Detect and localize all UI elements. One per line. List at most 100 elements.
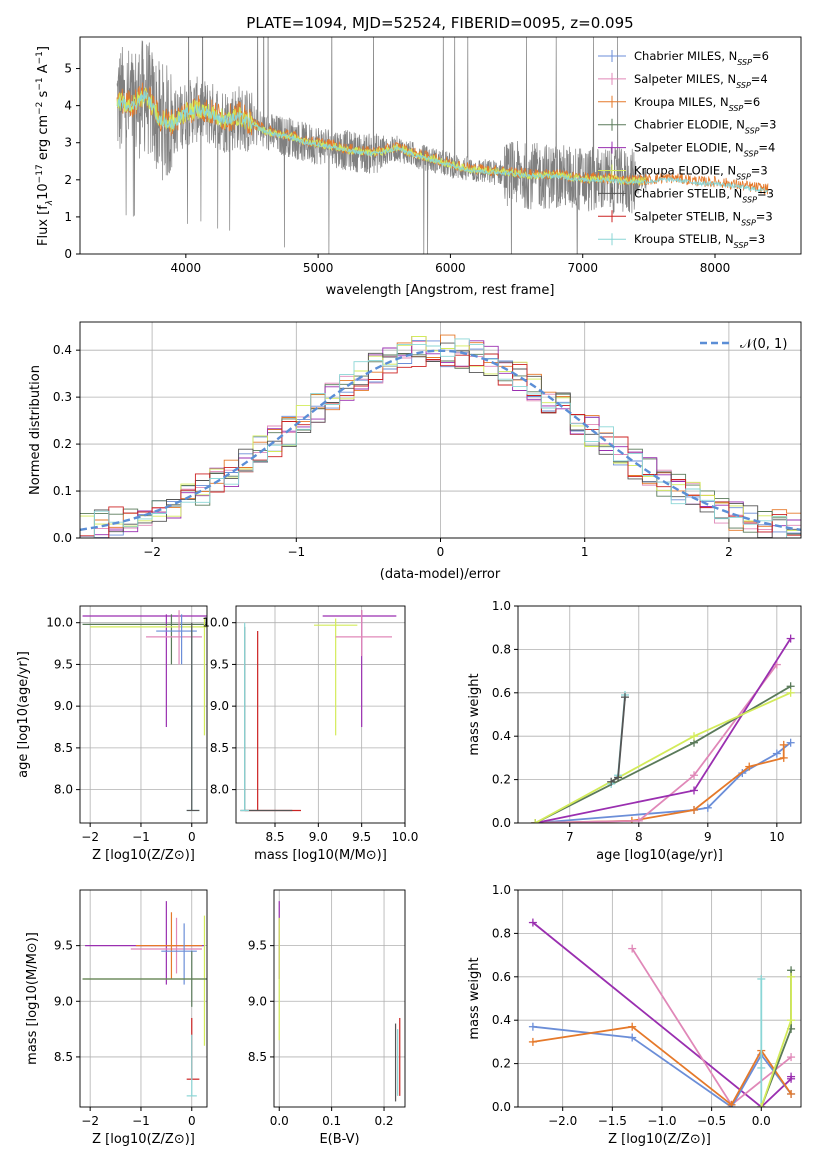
observed-spectrum-line (116, 37, 647, 254)
spectrum-panel: PLATE=1094, MJD=52524, FIBERID=0095, z=0… (35, 14, 802, 298)
mass-weight-line (535, 744, 785, 823)
panel-plot-area (531, 634, 795, 823)
legend-fit-name: Salpeter STELIB, (634, 209, 732, 223)
legend-ssp: SSP (741, 218, 756, 227)
residuals-x-ticks: −2 −1 0 1 2 (143, 538, 733, 559)
legend-n: N (736, 118, 745, 132)
legend-label: Salpeter STELIB, NSSP=3 (634, 209, 773, 227)
residual-histogram-step (80, 336, 801, 531)
legend-fit-name: Chabrier STELIB, (634, 186, 734, 200)
mass-weight-line (535, 741, 792, 823)
legend-ssp: SSP (736, 172, 751, 181)
legend-n: N (725, 232, 734, 246)
legend-ssp: SSP (736, 80, 751, 89)
xtick-label: 8.5 (265, 830, 284, 844)
xtick-label: 10.0 (392, 830, 419, 844)
legend-eq: =4 (758, 141, 775, 155)
residuals-xtick-label: −1 (287, 545, 305, 559)
spectrum-xlabel: wavelength [Angstrom, rest frame] (326, 283, 555, 298)
xtick-label: 9 (704, 830, 712, 844)
xlabel: Z [log10(Z/Z⊙)] (92, 848, 195, 863)
legend-ssp: SSP (745, 126, 760, 135)
residuals-ytick-label: 0.4 (53, 343, 72, 357)
spectrum-title: PLATE=1094, MJD=52524, FIBERID=0095, z=0… (246, 14, 633, 32)
residuals-ytick-label: 0.2 (53, 437, 72, 451)
axes-frame (517, 889, 802, 1108)
xtick-label: −1.0 (647, 1114, 676, 1128)
residuals-legend: 𝒩(0, 1) (700, 337, 787, 352)
spectrum-ytick-label: 2 (64, 173, 72, 187)
residuals-ytick-label: 0.1 (53, 484, 72, 498)
residual-histogram-step (80, 338, 801, 538)
panel-plot-area (278, 901, 401, 1102)
ytick-label: 8.5 (210, 741, 229, 755)
ytick-label: 9.0 (248, 994, 267, 1008)
legend-n: N (727, 72, 736, 86)
mass-weight-line (535, 664, 778, 823)
legend-eq: =3 (748, 232, 765, 246)
spectrum-ylabel-part: −17 (35, 164, 45, 183)
residuals-data (80, 334, 801, 538)
ytick-label: 0.6 (492, 970, 511, 984)
model-kroupa-stelib-line (117, 90, 768, 193)
legend-label: Salpeter ELODIE, NSSP=4 (634, 141, 775, 159)
spectrum-xtick-label: 8000 (700, 261, 731, 275)
spectrum-ylabel-part: −2 (35, 102, 45, 115)
ytick-label: 0.6 (492, 686, 511, 700)
spectrum-ylabel-part: 10 (36, 183, 51, 200)
legend-fit-name: Kroupa STELIB, (634, 232, 725, 246)
ytick-label: 0.4 (492, 1013, 511, 1027)
ytick-label: 0.0 (492, 816, 511, 830)
xlabel: age [log10(age/yr)] (596, 848, 723, 863)
ytick-label: 9.5 (54, 657, 73, 671)
axes-frame (517, 605, 802, 824)
residuals-plot-area (80, 334, 801, 538)
legend-n: N (729, 49, 738, 63)
mass-vs-ebv-panel: 0.0 0.1 0.2 8.5 9.0 9.5 E(B-V) (248, 889, 406, 1147)
residuals-ytick-label: 0.0 (53, 531, 72, 545)
legend-n: N (732, 209, 741, 223)
spectrum-ytick-label: 3 (64, 136, 72, 150)
legend-label: Kroupa MILES, NSSP=6 (634, 95, 760, 113)
xtick-label: 10 (769, 830, 784, 844)
spectrum-ylabel-part: Flux [f (36, 205, 51, 246)
ytick-label: 0.8 (492, 926, 511, 940)
legend-eq: =6 (743, 95, 760, 109)
ylabel: mass [log10(M/M⊙)] (25, 932, 40, 1065)
ytick-label: 0.8 (492, 642, 511, 656)
residual-histogram-step (80, 353, 801, 538)
legend-eq: =4 (751, 72, 768, 86)
panel-plot-area (82, 901, 207, 1097)
spectrum-ylabel-part: A (36, 64, 51, 77)
xtick-label: 0.0 (270, 1114, 289, 1128)
residuals-ylabel: Normed distribution (28, 365, 43, 495)
spectrum-ytick-label: 4 (64, 99, 72, 113)
spectrum-ylabel: Flux [fλ10−17 erg cm−2 s−1 A−1] (35, 46, 55, 246)
xtick-label: −2 (81, 830, 99, 844)
legend-label: Salpeter MILES, NSSP=4 (634, 72, 768, 90)
xtick-label: −2.0 (548, 1114, 577, 1128)
mass-vs-metallicity-panel: −2 −1 0 8.5 9.0 9.5 Z [log10(Z/Z⊙)] mass [log10… (25, 889, 208, 1147)
legend-n: N (720, 95, 729, 109)
legend-fit-name: Salpeter MILES, (634, 72, 727, 86)
ytick-label: 10.0 (202, 616, 229, 630)
ytick-label: 0.2 (492, 773, 511, 787)
mass-weight-line (532, 1025, 792, 1107)
ylabel: mass weight (467, 957, 482, 1039)
xlabel: Z [log10(Z/Z⊙)] (92, 1132, 195, 1147)
legend-eq: =6 (752, 49, 769, 63)
ytick-label: 1.0 (492, 883, 511, 897)
age-vs-metallicity-panel: −2 −1 0 8.0 8.5 9.0 9.5 10.0 Z [log10(Z/Z⊙)] age … (16, 605, 208, 863)
legend-n: N (735, 141, 744, 155)
age-vs-mass-panel: 8.5 9.0 9.5 10.0 8.0 8.5 9.0 9.5 10.0 mass [log10… (202, 605, 419, 863)
legend-eq: =3 (757, 186, 774, 200)
mass-weight-vs-metallicity-panel: −2.0 −1.5 −1.0 −0.5 0.0 0.0 0.2 0.4 0.6 0.8 1.0 Z [… (467, 883, 802, 1147)
legend-label: Chabrier ELODIE, NSSP=3 (634, 118, 776, 136)
spectrum-ylabel-part: −1 (35, 77, 45, 90)
spectrum-data (116, 37, 769, 254)
residuals-ytick-label: 0.3 (53, 390, 72, 404)
residuals-xtick-label: 2 (725, 545, 733, 559)
ytick-label: 9.5 (54, 939, 73, 953)
